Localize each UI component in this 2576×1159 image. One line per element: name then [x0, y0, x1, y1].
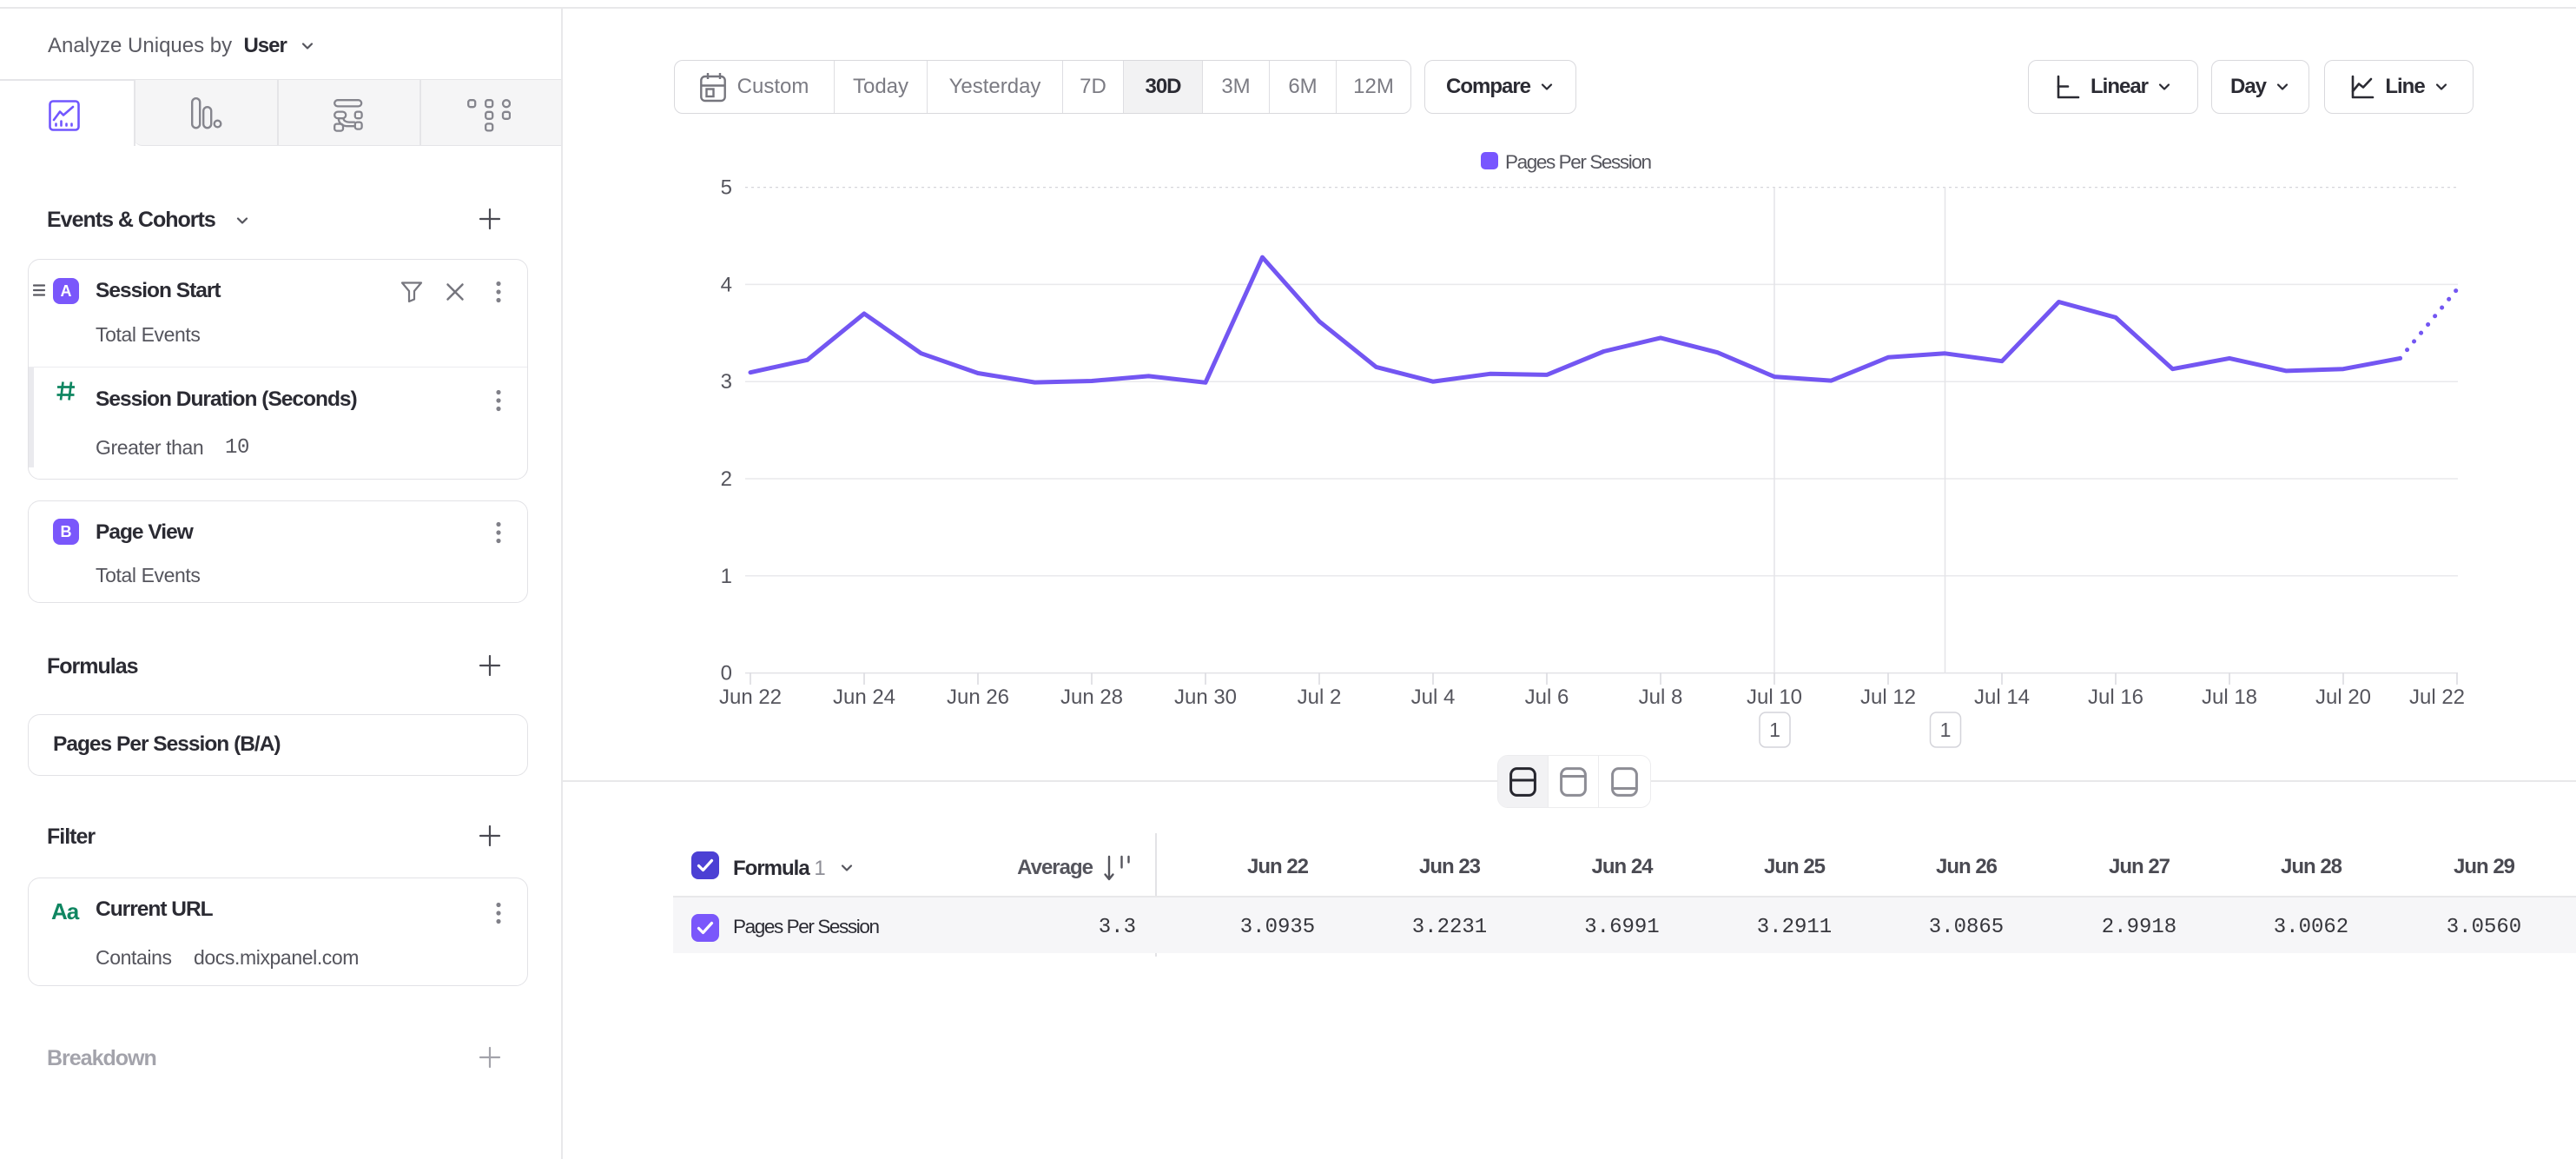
svg-text:Jul 22: Jul 22: [2409, 685, 2465, 709]
svg-text:Jun 24: Jun 24: [833, 685, 895, 709]
svg-text:2: 2: [721, 467, 732, 491]
svg-text:Jul 12: Jul 12: [1860, 685, 1916, 709]
svg-text:3: 3: [721, 370, 732, 394]
svg-text:Jul 20: Jul 20: [2315, 685, 2371, 709]
svg-text:1: 1: [1769, 719, 1780, 741]
svg-text:0: 0: [721, 662, 732, 685]
svg-text:Jul 6: Jul 6: [1525, 685, 1569, 709]
svg-text:Jul 16: Jul 16: [2088, 685, 2143, 709]
svg-text:Jun 30: Jun 30: [1174, 685, 1237, 709]
svg-text:Jul 10: Jul 10: [1747, 685, 1802, 709]
svg-text:5: 5: [721, 176, 732, 200]
svg-text:Jul 2: Jul 2: [1298, 685, 1342, 709]
svg-text:Jul 4: Jul 4: [1411, 685, 1456, 709]
svg-text:Jun 26: Jun 26: [947, 685, 1009, 709]
svg-text:Jul 18: Jul 18: [2202, 685, 2257, 709]
svg-text:Jul 8: Jul 8: [1639, 685, 1683, 709]
svg-text:1: 1: [721, 565, 732, 588]
svg-text:1: 1: [1940, 719, 1952, 741]
svg-text:Jun 22: Jun 22: [719, 685, 782, 709]
svg-text:Jul 14: Jul 14: [1974, 685, 2030, 709]
svg-text:Jun 28: Jun 28: [1060, 685, 1123, 709]
svg-text:4: 4: [721, 273, 732, 296]
